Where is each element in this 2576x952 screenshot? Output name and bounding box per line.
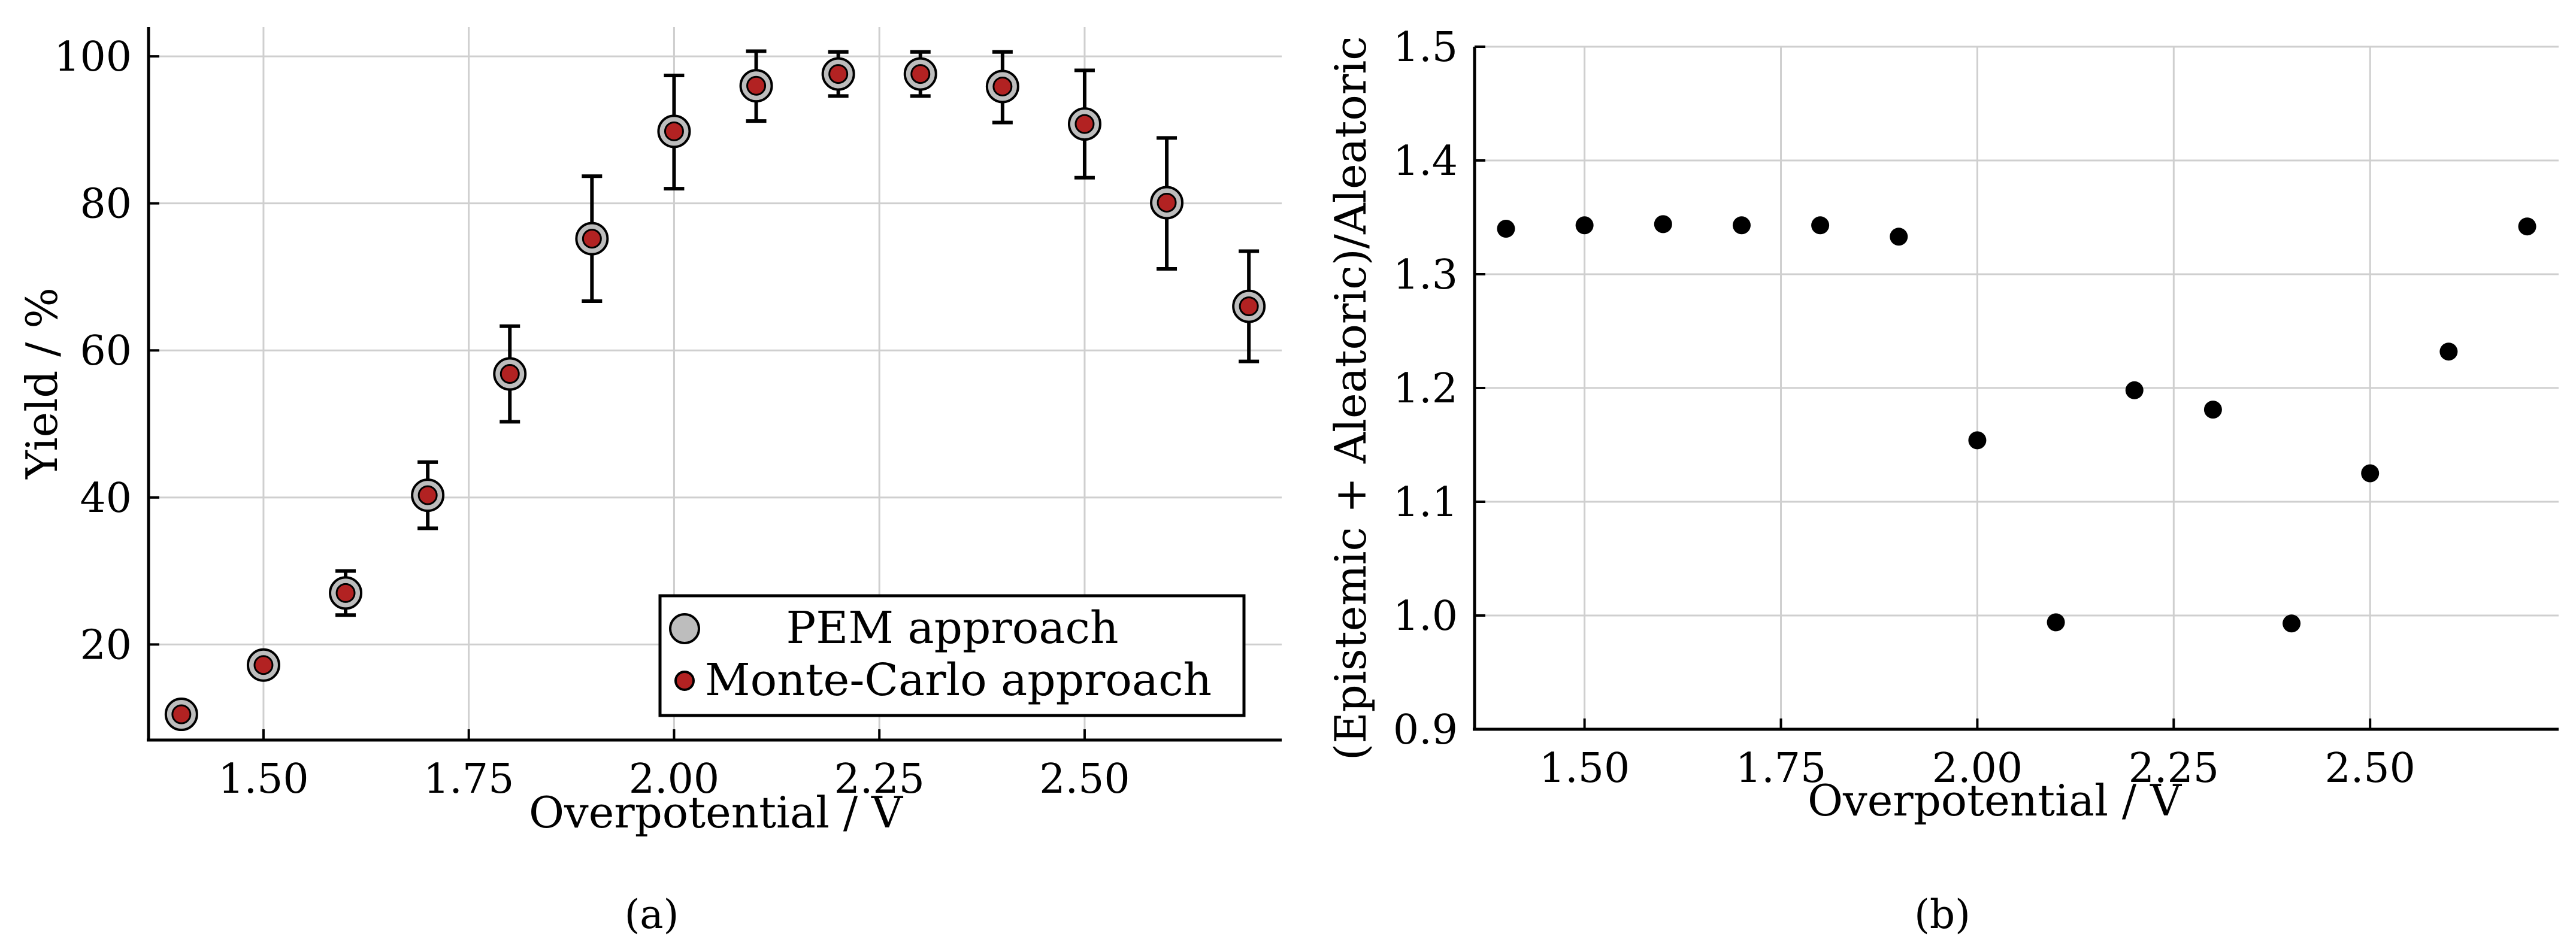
panel-b-point — [1575, 216, 1594, 235]
panel-a-mc-point — [910, 64, 931, 84]
panel-b-caption: (b) — [1914, 892, 1970, 938]
panel-b-x-tick-label: 1.75 — [1736, 745, 1826, 792]
panel-b-y-tick-label: 1.2 — [1393, 365, 1458, 413]
panel-a-mc-point — [746, 75, 767, 96]
panel-a-mc-point — [253, 655, 274, 675]
panel-b-point — [2283, 614, 2301, 633]
panel-b-y-tick-label: 1.1 — [1393, 479, 1458, 526]
panel-a-x-axis-label: Overpotential / V — [529, 787, 904, 838]
panel-a-mc-point — [171, 704, 192, 724]
panel-b-point — [2439, 342, 2458, 361]
panel-b-point — [1811, 216, 1830, 235]
panel-a-y-axis-label: Yield / % — [17, 287, 67, 479]
panel-a-legend: PEM approach Monte-Carlo approach — [658, 594, 1246, 717]
panel-b-y-axis-label-clip: (Epistemic + Aleatoric)/Aleatoric — [1325, 36, 1376, 760]
panel-a-mc-point — [1157, 192, 1177, 213]
legend-mc-marker — [674, 671, 695, 691]
panel-b-point — [2125, 381, 2144, 399]
panel-a-x-tick-label: 2.00 — [629, 756, 719, 803]
panel-a-mc-point — [828, 64, 849, 84]
legend-frame — [658, 594, 1246, 717]
panel-b-y-tick-label: 1.3 — [1393, 251, 1458, 299]
panel-b-y-tick-label: 1.0 — [1393, 593, 1458, 640]
panel-b-point — [1497, 220, 1515, 238]
panel-b-point — [2203, 401, 2222, 419]
panel-a-mc-point — [992, 76, 1013, 96]
panel-a-x-tick-label: 1.75 — [423, 756, 514, 803]
panel-b-point — [2047, 613, 2065, 632]
panel-b-point — [1890, 228, 1908, 246]
panel-a-mc-point — [1239, 296, 1259, 317]
panel-a-mc-point — [1074, 114, 1095, 134]
panel-b-point — [1654, 215, 1672, 234]
panel-a-chart: 1.50 1.75 2.00 2.25 2.50 20 40 60 80 100 Overpote… — [17, 27, 1282, 938]
panel-a-x-tick-label: 1.50 — [218, 756, 308, 803]
panel-a-mc-point — [335, 583, 356, 603]
panel-b-x-tick-label: 2.25 — [2129, 745, 2219, 792]
panel-a-y-tick-label: 20 — [80, 621, 132, 669]
panel-b-x-axis-label: Overpotential / V — [1808, 775, 2183, 826]
panel-a-y-tick-label: 100 — [54, 34, 132, 81]
panel-b-x-tick-label: 1.50 — [1539, 745, 1630, 792]
panel-b-point — [1732, 216, 1751, 235]
panel-b-y-tick-label: 1.4 — [1393, 138, 1458, 185]
panel-a-mc-point — [664, 121, 684, 141]
panel-a-mc-point — [582, 229, 602, 249]
panel-b-y-tick-label: 0.9 — [1393, 707, 1458, 754]
legend-pem-marker — [669, 613, 700, 644]
panel-a-mc-point — [417, 485, 438, 505]
panel-b-x-tick-label: 2.50 — [2325, 745, 2415, 792]
panel-a-x-tick-label: 2.25 — [834, 756, 924, 803]
panel-a-y-tick-label: 40 — [80, 475, 132, 522]
panel-a-y-tick-label: 80 — [80, 181, 132, 228]
legend-mc-label: Monte-Carlo approach — [705, 654, 1212, 706]
panel-b-x-tick-label: 2.00 — [1932, 745, 2023, 792]
panel-a-caption: (a) — [625, 892, 679, 938]
panel-a-mc-point — [500, 364, 520, 384]
panel-b-point — [2518, 217, 2536, 236]
panel-b-point — [1968, 431, 1987, 450]
panel-b-y-axis-label: (Epistemic + Aleatoric)/Aleatoric — [1325, 36, 1376, 760]
panel-b-chart: 1.50 1.75 2.00 2.25 2.50 0.9 1.0 1.1 1.2 1.3 1.4 1.… — [1325, 24, 2559, 938]
panel-b-y-tick-label: 1.5 — [1393, 24, 1458, 71]
panel-b-point — [2361, 464, 2380, 483]
panel-a-x-tick-label: 2.50 — [1039, 756, 1130, 803]
legend-pem-label: PEM approach — [786, 602, 1118, 654]
panel-a-y-tick-label: 60 — [80, 328, 132, 375]
